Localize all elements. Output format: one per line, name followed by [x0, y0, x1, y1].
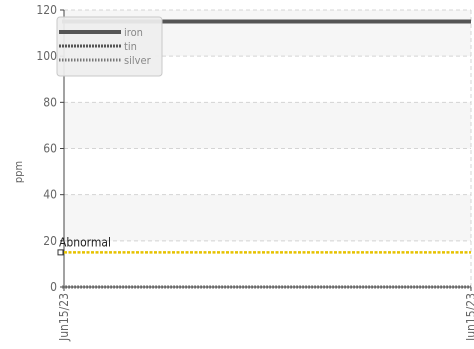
x-tick-label: Jun15/23: [57, 293, 71, 342]
y-tick-label: 80: [43, 95, 57, 109]
y-tick-label: 60: [43, 142, 57, 156]
plot-band: [64, 194, 471, 241]
grid-lines: [64, 9, 472, 287]
legend-label-iron: iron: [124, 26, 143, 39]
y-tick-label: 0: [50, 280, 57, 294]
legend-label-silver: silver: [124, 54, 152, 67]
x-tick-label: Jun15/23: [464, 293, 474, 342]
plot-band: [64, 102, 471, 149]
threshold-label: Abnormal: [59, 235, 111, 249]
y-tick-label: 100: [36, 49, 57, 63]
threshold-group: Abnormal: [57, 235, 471, 256]
legend-label-tin: tin: [124, 40, 137, 53]
y-axis-label: ppm: [12, 161, 25, 183]
y-tick-label: 20: [43, 234, 57, 248]
y-ticks: 0 20 40 60 80 100 120: [36, 3, 64, 294]
y-tick-label: 40: [43, 188, 57, 202]
threshold-marker: [57, 249, 64, 256]
y-tick-label: 120: [36, 3, 57, 17]
x-ticks: Jun15/23 Jun15/23: [57, 287, 474, 342]
